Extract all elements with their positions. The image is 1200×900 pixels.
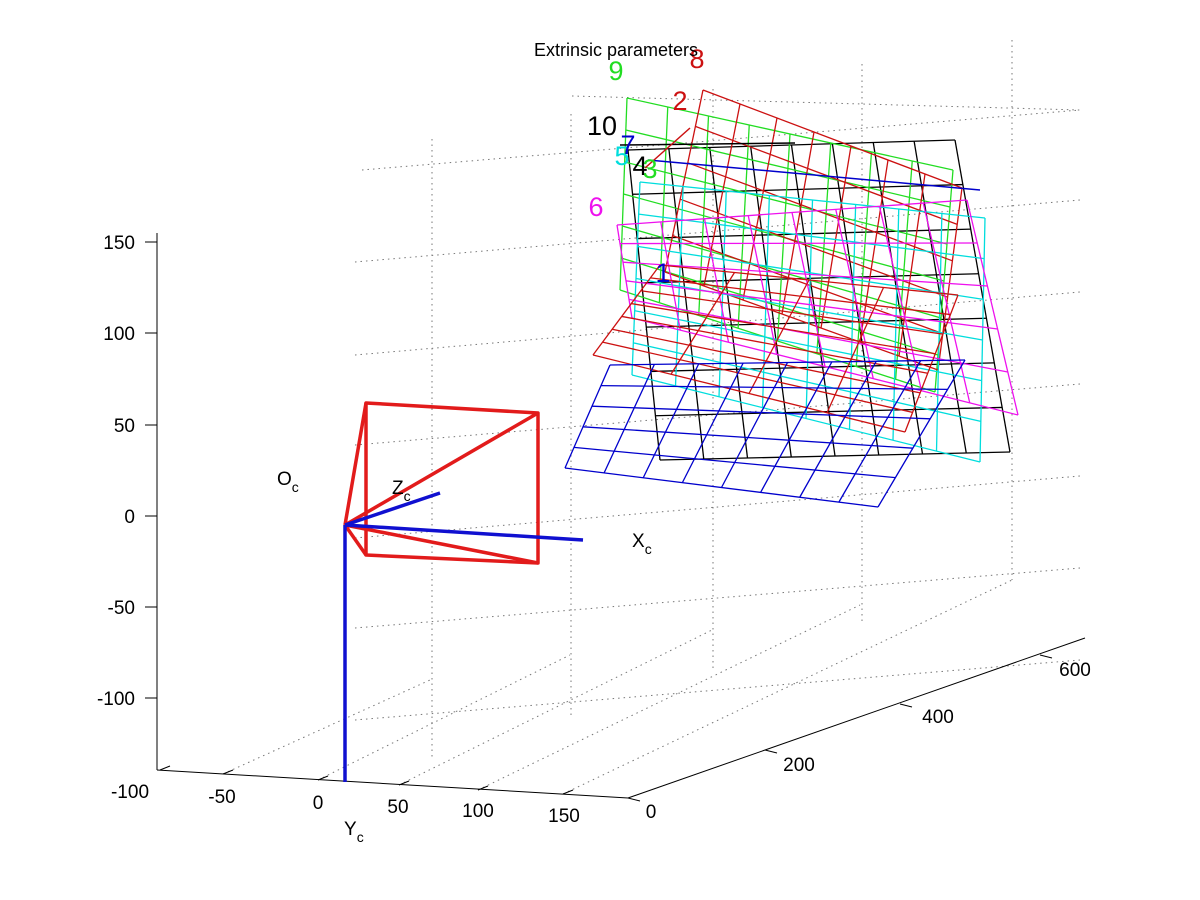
x-tick-mark [222, 769, 234, 775]
calibration-plane-2 [592, 264, 959, 433]
grid-line [361, 109, 1081, 171]
plane-label-3: 3 [642, 154, 657, 184]
calibration-plane-5 [631, 181, 986, 463]
depth-tick-mark [899, 703, 913, 708]
depth-tick-label: 400 [922, 707, 954, 728]
x-axis-line [156, 769, 629, 799]
plane-label-7: 7 [620, 130, 635, 160]
plane-label-8: 8 [689, 44, 704, 74]
x-tick-mark [398, 780, 410, 786]
calibration-plane-8 [664, 89, 963, 371]
calibration-plane-1 [564, 359, 966, 508]
grid-line [222, 679, 431, 775]
depth-tick-mark [764, 749, 778, 754]
z-tick-label: 50 [114, 416, 135, 437]
x-tick-label: 150 [548, 806, 580, 827]
grid-line [354, 475, 1081, 539]
camera-origin-label: Oc [277, 469, 299, 495]
axes: 150 100 50 0 -50 -100 -100 -50 0 50 100 150 0 200 400 6… [97, 233, 1091, 827]
x-tick-mark [159, 765, 171, 771]
grid-line [398, 629, 713, 786]
plane-label-6: 6 [588, 192, 603, 222]
plane-label-10: 10 [587, 111, 617, 141]
camera-y-label: Yc [344, 819, 364, 845]
depth-tick-mark [627, 797, 641, 802]
x-tick-mark [477, 785, 489, 791]
camera-frustum [343, 401, 540, 565]
plane-label-1: 1 [655, 258, 670, 288]
grid-line [354, 567, 1081, 629]
chart-title: Extrinsic parameters [534, 40, 698, 60]
plane-2-edge [644, 127, 691, 169]
camera-x-label: Xc [632, 531, 652, 557]
camera-z-axis [344, 491, 441, 527]
camera-z-label: Zc [392, 478, 411, 504]
x-tick-label: 50 [387, 797, 408, 818]
plane-10-edge [619, 142, 796, 146]
x-tick-mark [317, 775, 329, 781]
camera-model [343, 401, 584, 782]
x-tick-label: -50 [208, 787, 235, 808]
z-tick-label: 0 [124, 507, 135, 528]
plane-7-edge [647, 159, 981, 191]
plane-label-4: 4 [632, 151, 647, 181]
grid-line [354, 291, 1081, 356]
plane-label-5: 5 [614, 141, 629, 171]
x-tick-label: -100 [111, 782, 149, 803]
x-tick-label: 100 [462, 801, 494, 822]
depth-tick-label: 200 [783, 755, 815, 776]
calibration-plane-6 [616, 199, 1019, 416]
z-tick-label: -50 [108, 598, 135, 619]
grid-line [354, 659, 1081, 721]
x-tick-mark [562, 789, 574, 795]
z-tick-label: 100 [103, 324, 135, 345]
grid-line [571, 95, 1081, 111]
plane-label-9: 9 [608, 56, 623, 86]
calibration-plane-9 [619, 97, 954, 393]
depth-tick-label: 0 [646, 802, 657, 823]
z-tick-label: -100 [97, 689, 135, 710]
depth-tick-mark [1039, 654, 1053, 659]
x-tick-label: 0 [313, 793, 324, 814]
camera-x-axis [344, 523, 584, 542]
calibration-planes [564, 89, 1019, 508]
plane-label-2: 2 [672, 86, 687, 116]
depth-tick-label: 600 [1059, 660, 1091, 681]
grid-line [562, 579, 1013, 795]
grid-line [317, 654, 571, 781]
z-tick-label: 150 [103, 233, 135, 254]
depth-axis-line [627, 637, 1086, 799]
